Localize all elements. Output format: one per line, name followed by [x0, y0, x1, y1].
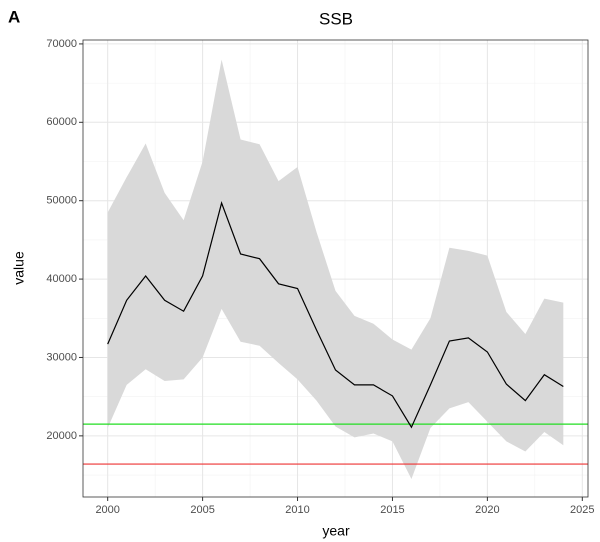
x-tick-label: 2015	[380, 504, 404, 516]
y-tick-label: 20000	[46, 430, 77, 442]
x-tick-label: 2025	[570, 504, 594, 516]
chart-title: SSB	[319, 9, 353, 28]
confidence-band	[107, 59, 564, 479]
series-line	[107, 201, 564, 429]
y-tick-label: 70000	[46, 38, 77, 50]
y-tick-label: 60000	[46, 116, 77, 128]
y-tick-label: 30000	[46, 351, 77, 363]
x-tick-label: 2010	[285, 504, 309, 516]
x-tick-label: 2000	[95, 504, 119, 516]
x-axis-title: year	[322, 523, 350, 539]
y-tick-label: 50000	[46, 195, 77, 207]
x-tick-label: 2005	[190, 504, 214, 516]
x-tick-label: 2020	[475, 504, 499, 516]
y-tick-label: 40000	[46, 273, 77, 285]
panel-label: A	[8, 7, 20, 26]
panel-border	[82, 39, 589, 498]
y-axis-title: value	[11, 251, 27, 285]
